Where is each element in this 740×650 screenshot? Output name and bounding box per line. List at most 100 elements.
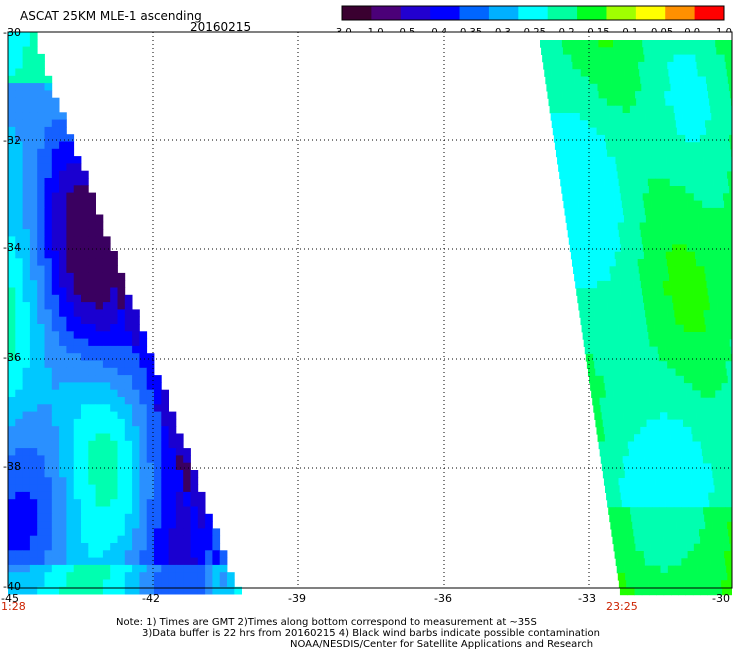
swath-cell xyxy=(657,543,666,552)
swath-cell xyxy=(66,477,75,485)
swath-cell xyxy=(29,148,38,157)
swath-cell xyxy=(630,61,639,70)
swath-cell xyxy=(708,193,717,201)
swath-cell xyxy=(710,558,719,566)
swath-cell xyxy=(723,346,732,355)
swath-cell xyxy=(619,434,628,442)
swath-cell xyxy=(681,558,690,566)
swath-cell xyxy=(667,113,676,121)
swath-cell xyxy=(581,222,589,231)
swath-cell xyxy=(648,332,657,340)
swath-cell xyxy=(51,418,60,427)
swath-cell xyxy=(623,514,632,523)
swath-cell xyxy=(641,134,650,143)
swath-cell xyxy=(81,192,89,201)
swath-cell xyxy=(139,557,148,566)
swath-cell xyxy=(29,367,38,376)
swath-cell xyxy=(560,83,569,92)
swath-cell xyxy=(124,382,133,391)
swath-cell xyxy=(722,91,731,99)
swath-cell xyxy=(51,287,60,296)
swath-cell xyxy=(29,178,38,186)
swath-cell xyxy=(599,295,607,304)
swath-cell xyxy=(22,229,31,237)
swath-cell xyxy=(624,69,633,77)
swath-cell xyxy=(621,346,629,355)
swath-cell xyxy=(724,456,732,464)
swath-cell xyxy=(37,214,45,223)
swath-cell xyxy=(637,259,646,267)
swath-cell xyxy=(634,485,642,493)
swath-cell xyxy=(686,142,695,150)
swath-cell xyxy=(102,280,111,288)
swath-cell xyxy=(614,551,623,559)
swath-cell xyxy=(8,382,16,391)
swath-cell xyxy=(681,361,690,369)
swath-cell xyxy=(683,375,692,384)
swath-cell xyxy=(59,170,67,179)
swath-cell xyxy=(701,397,710,406)
swath-cell xyxy=(88,243,96,252)
swath-cell xyxy=(15,134,23,142)
swath-cell xyxy=(684,76,692,85)
swath-cell xyxy=(8,564,16,573)
swath-cell xyxy=(695,156,704,165)
swath-cell xyxy=(726,470,732,479)
swath-cell xyxy=(59,586,67,595)
swath-cell xyxy=(110,564,118,573)
swath-cell xyxy=(634,237,643,245)
swath-cell xyxy=(665,397,673,406)
swath-cell xyxy=(629,200,637,209)
swath-cell xyxy=(95,440,104,449)
swath-cell xyxy=(154,557,162,566)
swath-cell xyxy=(716,149,725,158)
swath-cell xyxy=(652,61,661,70)
swath-cell xyxy=(573,69,582,77)
swath-cell xyxy=(66,440,75,449)
swath-cell xyxy=(183,499,191,507)
swath-cell xyxy=(710,105,718,114)
swath-cell xyxy=(29,506,38,515)
swath-cell xyxy=(139,367,148,376)
swath-cell xyxy=(712,222,721,231)
swath-cell xyxy=(168,477,177,485)
swath-cell xyxy=(73,207,82,215)
swath-cell xyxy=(642,543,651,552)
swath-cell xyxy=(582,178,590,187)
swath-cell xyxy=(568,134,577,143)
swath-cell xyxy=(66,141,75,150)
swath-cell xyxy=(687,98,695,107)
swath-cell xyxy=(51,462,60,471)
swath-cell xyxy=(638,412,646,420)
swath-cell xyxy=(59,126,67,135)
swath-cell xyxy=(665,302,674,311)
swath-cell xyxy=(81,389,89,398)
swath-cell xyxy=(710,507,719,515)
swath-cell xyxy=(684,529,693,537)
swath-cell xyxy=(653,470,662,479)
swath-cell xyxy=(95,543,104,551)
swath-cell xyxy=(705,375,714,384)
swath-cell xyxy=(651,302,660,311)
swath-cell xyxy=(609,69,618,77)
swath-cell xyxy=(73,192,82,201)
swath-cell xyxy=(95,557,104,566)
swath-cell xyxy=(691,580,700,588)
swath-cell xyxy=(168,572,177,580)
swath-cell xyxy=(655,332,664,340)
swath-cell xyxy=(688,54,696,63)
swath-cell xyxy=(73,163,82,172)
swath-cell xyxy=(15,61,23,69)
swath-cell xyxy=(619,134,628,143)
swath-cell xyxy=(44,360,53,369)
swath-cell xyxy=(685,186,694,194)
swath-cell xyxy=(59,214,67,223)
swath-cell xyxy=(622,558,631,566)
swath-cell xyxy=(730,295,732,304)
swath-cell xyxy=(102,389,111,398)
swath-cell xyxy=(29,440,38,449)
swath-cell xyxy=(596,375,605,384)
swath-cell xyxy=(663,134,672,143)
swath-cell xyxy=(8,375,16,383)
swath-cell xyxy=(699,134,708,143)
